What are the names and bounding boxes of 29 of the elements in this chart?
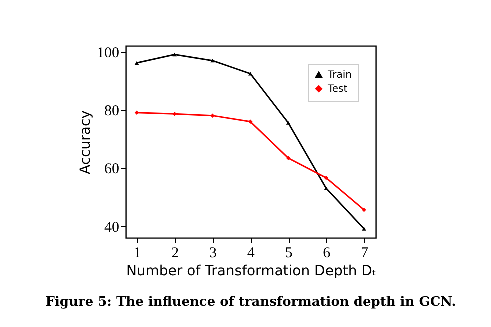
point [134,61,140,65]
x-tick-label: 4 [247,246,256,262]
point [210,114,215,118]
text: Figure 5: The influence of transformation depth in GCN. [46,295,456,310]
y-tick-label: 100 [97,45,120,62]
x-tick-label: 1 [134,246,142,262]
point [172,52,177,57]
point [210,59,215,63]
x-tick-label: 6 [323,246,332,262]
legend-label: Test [327,84,348,95]
point [286,121,291,125]
point [362,227,366,231]
y-tick-label: 60 [104,162,120,178]
x-axis-title: Number of Transformation Depth Dₜ [126,264,377,280]
point [248,72,253,76]
x-tick-label: 3 [209,246,217,262]
point [134,110,140,116]
y-axis-title: Accuracy [78,110,94,174]
x-tick-label: 7 [361,246,370,262]
y-tick-label: 80 [104,104,120,120]
point [324,186,328,190]
x-tick-label: 5 [285,246,293,262]
point [248,120,253,124]
point [324,176,328,180]
legend-label: Train [327,70,352,81]
y-tick-label: 40 [104,220,120,236]
point [172,112,177,116]
x-tick-label: 2 [172,246,180,262]
line-series [134,52,366,231]
